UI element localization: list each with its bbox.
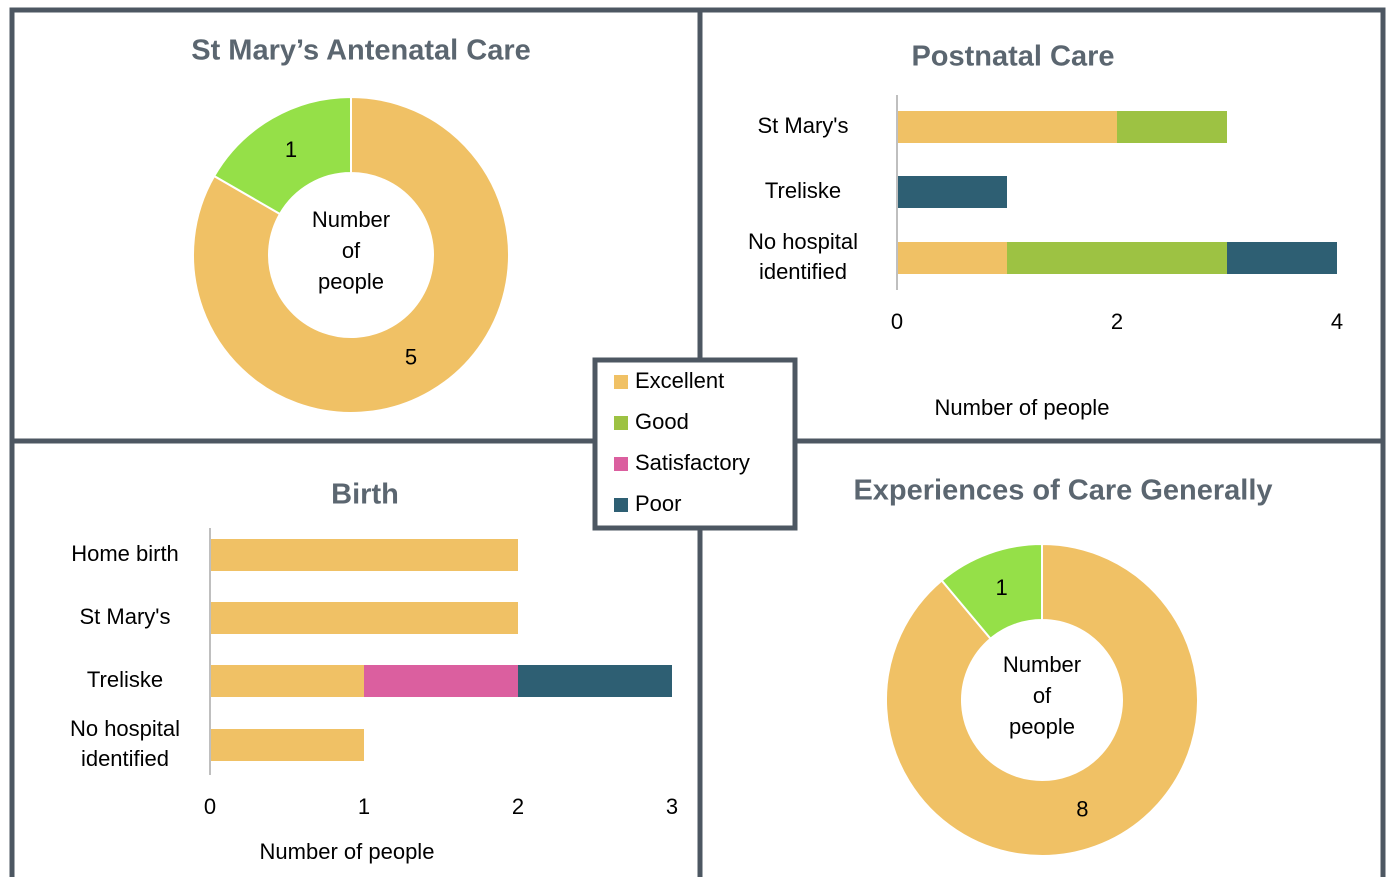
y-tick-label: Home birth: [71, 541, 179, 566]
chart-title: Birth: [331, 479, 399, 511]
bar-segment: [210, 665, 364, 697]
legend-label: Good: [635, 409, 689, 434]
bar-segment: [1117, 111, 1227, 143]
legend-swatch: [614, 416, 628, 430]
x-tick-label: 0: [891, 309, 903, 334]
x-tick-label: 1: [358, 794, 370, 819]
data-label: 1: [996, 575, 1008, 600]
bar-segment: [518, 665, 672, 697]
legend-label: Poor: [635, 491, 681, 516]
bar-segment: [210, 729, 364, 761]
chart-title: St Mary’s Antenatal Care: [191, 35, 531, 67]
legend-label: Satisfactory: [635, 450, 750, 475]
x-axis-title: Number of people: [935, 395, 1110, 420]
charts: St Mary’s Antenatal Care 5 1 Number of people…: [70, 35, 1343, 864]
donut-slice: [212, 95, 352, 216]
x-tick-label: 2: [1111, 309, 1123, 334]
bar-segment: [897, 176, 1007, 208]
legend-label: Excellent: [635, 368, 724, 393]
y-tick-label: Treliske: [87, 667, 163, 692]
bar-segment: [210, 602, 518, 634]
bar-segment: [364, 665, 518, 697]
bar-segment: [210, 539, 518, 571]
center-label: Number of people: [1003, 652, 1081, 739]
y-tick-label: No hospital identified: [70, 716, 180, 771]
legend-box: [592, 357, 798, 531]
bar-segment: [897, 242, 1007, 274]
x-tick-label: 3: [666, 794, 678, 819]
x-tick-label: 0: [204, 794, 216, 819]
y-tick-label: St Mary's: [80, 604, 171, 629]
chart-title: Postnatal Care: [911, 41, 1114, 73]
data-label: 5: [405, 345, 417, 370]
x-tick-label: 4: [1331, 309, 1343, 334]
donut-slice: [192, 95, 510, 414]
data-label: 8: [1076, 797, 1088, 822]
legend-swatch: [614, 498, 628, 512]
chart-title: Experiences of Care Generally: [853, 475, 1272, 507]
legend-swatch: [614, 457, 628, 471]
legend: Excellent Good Satisfactory Poor: [592, 357, 798, 531]
center-label: Number of people: [312, 207, 390, 294]
bar-segment: [897, 111, 1117, 143]
bar-segment: [1007, 242, 1227, 274]
bar-segment: [1227, 242, 1337, 274]
y-tick-label: Treliske: [765, 178, 841, 203]
y-tick-label: St Mary's: [758, 113, 849, 138]
legend-swatch: [614, 375, 628, 389]
y-tick-label: No hospital identified: [748, 229, 858, 284]
donut-slice: [885, 542, 1199, 857]
donut-slice: [940, 542, 1043, 641]
x-tick-label: 2: [512, 794, 524, 819]
data-label: 1: [285, 137, 297, 162]
x-axis-title: Number of people: [260, 839, 435, 864]
